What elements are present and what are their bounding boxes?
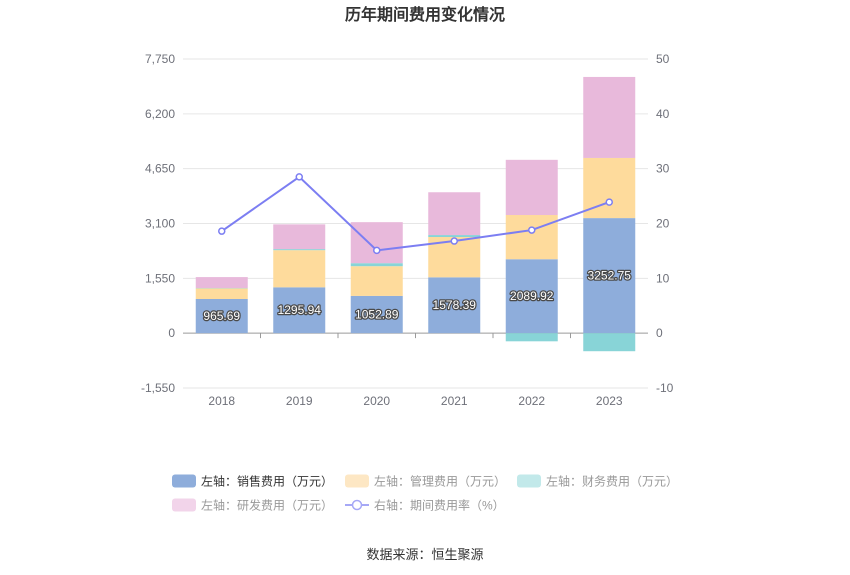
legend-swatch-rnd-expense	[172, 498, 196, 512]
x-tick-label: 2019	[286, 394, 313, 408]
bar-admin-expense-2020[interactable]	[350, 266, 403, 296]
legend-label-admin-expense: 左轴：管理费用（万元）	[374, 474, 506, 489]
left-tick-label: 4,650	[145, 162, 175, 176]
x-axis: 2018 2019 2020 2021 2022 2023	[183, 332, 648, 408]
grid-lines	[183, 58, 648, 389]
bar-finance-expense-2022[interactable]	[505, 333, 558, 342]
bar-admin-expense-2022[interactable]	[505, 215, 558, 260]
line-series-layer	[218, 173, 613, 255]
expense-rate-line	[221, 175, 610, 252]
legend-label-sales-expense: 左轴：销售费用（万元）	[201, 474, 333, 489]
legend-item-sales-expense[interactable]: 左轴：销售费用（万元）	[172, 474, 333, 489]
left-axis: 7,750 6,200 4,650 3,100 1,550 0 -1,550	[141, 52, 175, 395]
bar-sales-expense-2018[interactable]	[195, 299, 248, 334]
bar-finance-expense-2021[interactable]	[428, 235, 481, 237]
legend-label-rnd-expense: 左轴：研发费用（万元）	[201, 498, 333, 513]
legend-label-finance-expense: 左轴：财务费用（万元）	[546, 474, 678, 489]
left-tick-label: 0	[168, 326, 175, 340]
right-tick-label: 10	[656, 271, 670, 285]
bar-finance-expense-2019[interactable]	[273, 249, 326, 251]
left-tick-label: 1,550	[145, 271, 175, 285]
bar-admin-expense-2018[interactable]	[195, 288, 248, 300]
bar-admin-expense-2019[interactable]	[273, 250, 326, 288]
bar-rnd-expense-2021[interactable]	[428, 192, 481, 236]
expense-rate-point-2021[interactable]	[450, 237, 458, 245]
right-axis: 50 40 30 20 10 0 -10	[656, 52, 674, 395]
right-tick-label: -10	[656, 381, 674, 395]
right-tick-label: 40	[656, 107, 670, 121]
legend-swatch-admin-expense	[345, 474, 369, 488]
expense-rate-point-2020[interactable]	[373, 246, 381, 255]
x-tick-label: 2023	[596, 394, 623, 408]
bar-finance-expense-2020[interactable]	[350, 263, 403, 267]
expense-rate-point-2019[interactable]	[295, 173, 303, 181]
bar-rnd-expense-2018[interactable]	[195, 277, 248, 289]
bar-series-layer	[195, 76, 636, 352]
expense-rate-point-2018[interactable]	[218, 227, 226, 235]
left-tick-label: -1,550	[141, 381, 175, 395]
data-label-sales-expense-2020: 1052.89	[355, 308, 399, 322]
bar-sales-expense-2021[interactable]	[428, 277, 481, 334]
legend-label-expense-rate: 右轴：期间费用率（%）	[374, 498, 505, 513]
right-tick-label: 20	[656, 217, 670, 231]
x-tick-label: 2018	[208, 394, 235, 408]
bar-finance-expense-2023[interactable]	[583, 333, 636, 352]
data-label-sales-expense-2022: 2089.92	[510, 289, 554, 303]
legend-swatch-finance-expense	[517, 474, 541, 488]
bar-rnd-expense-2022[interactable]	[505, 159, 558, 216]
bar-rnd-expense-2023[interactable]	[583, 76, 636, 158]
legend-swatch-expense-rate-marker	[351, 499, 363, 511]
data-label-sales-expense-2023: 3252.75	[588, 269, 632, 283]
x-tick-label: 2022	[518, 394, 545, 408]
legend-item-admin-expense[interactable]: 左轴：管理费用（万元）	[345, 474, 506, 489]
data-source: 数据来源：恒生聚源	[366, 547, 483, 562]
data-label-layer: 965.69 1295.94 1052.89 1578.39 2089.92 3252.7…	[202, 267, 632, 324]
expense-rate-point-2022[interactable]	[528, 226, 536, 234]
data-label-sales-expense-2019: 1295.94	[278, 303, 322, 317]
bar-rnd-expense-2020[interactable]	[350, 222, 403, 264]
bar-sales-expense-2019[interactable]	[273, 287, 326, 334]
legend-item-rnd-expense[interactable]: 左轴：研发费用（万元）	[172, 498, 333, 513]
legend-item-finance-expense[interactable]: 左轴：财务费用（万元）	[517, 474, 678, 489]
bar-sales-expense-2022[interactable]	[505, 259, 558, 334]
x-tick-label: 2020	[363, 394, 390, 408]
legend-item-expense-rate[interactable]: 右轴：期间费用率（%）	[345, 498, 505, 513]
left-tick-label: 3,100	[145, 217, 175, 231]
bar-rnd-expense-2019[interactable]	[273, 224, 326, 250]
expense-rate-point-2023[interactable]	[605, 198, 613, 206]
right-tick-label: 0	[656, 326, 663, 340]
x-tick-label: 2021	[441, 394, 468, 408]
data-label-sales-expense-2021: 1578.39	[433, 298, 477, 312]
chart-title: 历年期间费用变化情况	[345, 5, 505, 24]
right-tick-label: 30	[656, 162, 670, 176]
bar-sales-expense-2020[interactable]	[350, 295, 403, 334]
left-tick-label: 6,200	[145, 107, 175, 121]
data-label-sales-expense-2018: 965.69	[203, 309, 240, 323]
legend-swatch-sales-expense	[172, 474, 196, 488]
bar-sales-expense-2023[interactable]	[583, 218, 636, 334]
left-tick-label: 7,750	[145, 52, 175, 66]
right-tick-label: 50	[656, 52, 670, 66]
legend: 左轴：销售费用（万元） 左轴：管理费用（万元） 左轴：财务费用（万元） 左轴：研…	[172, 474, 678, 513]
